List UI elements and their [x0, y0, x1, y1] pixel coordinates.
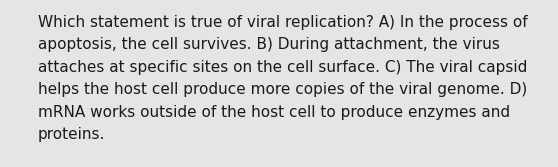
Text: helps the host cell produce more copies of the viral genome. D): helps the host cell produce more copies …: [38, 82, 527, 98]
Text: proteins.: proteins.: [38, 127, 105, 142]
Text: mRNA works outside of the host cell to produce enzymes and: mRNA works outside of the host cell to p…: [38, 105, 510, 120]
Text: apoptosis, the cell survives. B) During attachment, the virus: apoptosis, the cell survives. B) During …: [38, 38, 500, 52]
Text: Which statement is true of viral replication? A) In the process of: Which statement is true of viral replica…: [38, 15, 528, 30]
Text: attaches at specific sites on the cell surface. C) The viral capsid: attaches at specific sites on the cell s…: [38, 60, 527, 75]
